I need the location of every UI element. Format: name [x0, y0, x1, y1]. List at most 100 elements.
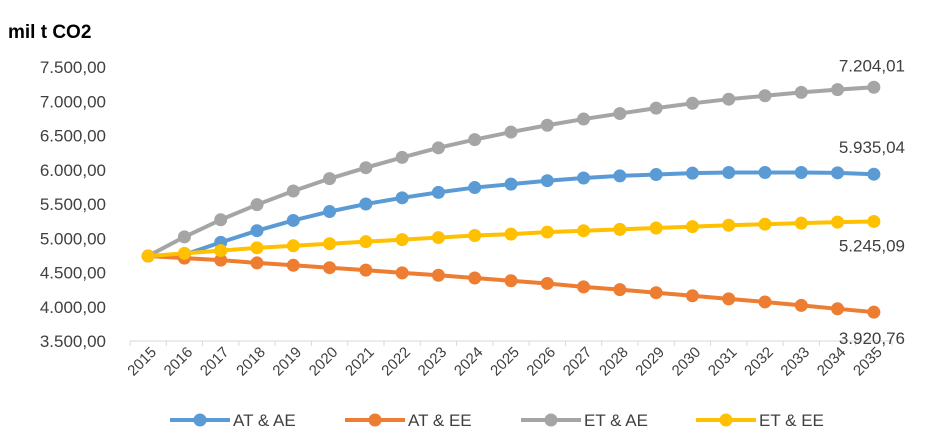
- data-point: [540, 225, 554, 239]
- x-tick-label: 2025: [487, 344, 523, 380]
- data-point: [540, 118, 554, 132]
- data-label: 7.204,01: [839, 56, 905, 75]
- x-tick-label: 2034: [814, 344, 850, 380]
- data-point: [359, 197, 373, 211]
- data-point: [831, 83, 845, 97]
- y-tick-label: 6.500,00: [40, 127, 106, 146]
- data-point: [867, 214, 881, 228]
- data-point: [250, 224, 264, 238]
- data-point: [250, 256, 264, 270]
- data-point: [577, 112, 591, 126]
- legend-label: ET & EE: [759, 411, 824, 430]
- data-point: [431, 185, 445, 199]
- data-point: [214, 244, 228, 258]
- data-point: [323, 172, 337, 186]
- x-tick-label: 2033: [777, 344, 813, 380]
- legend-marker: [544, 413, 558, 427]
- data-point: [758, 217, 772, 231]
- data-point: [794, 298, 808, 312]
- x-tick-label: 2022: [378, 344, 414, 380]
- y-axis-title: mil t CO2: [8, 22, 91, 43]
- data-point: [431, 231, 445, 245]
- data-point: [286, 239, 300, 253]
- x-tick-label: 2024: [451, 344, 487, 380]
- y-tick-label: 6.000,00: [40, 161, 106, 180]
- x-tick-label: 2035: [850, 344, 886, 380]
- data-point: [577, 224, 591, 238]
- y-tick-label: 7.000,00: [40, 92, 106, 111]
- x-tick-label: 2016: [161, 344, 197, 380]
- data-point: [504, 125, 518, 139]
- data-point: [177, 230, 191, 244]
- legend: AT & AE AT & EE ET & AE ET & EE: [170, 411, 824, 430]
- data-point: [722, 218, 736, 232]
- data-point: [685, 289, 699, 303]
- data-point: [685, 96, 699, 110]
- data-point: [758, 295, 772, 309]
- data-point: [794, 165, 808, 179]
- data-point: [468, 181, 482, 195]
- data-point: [794, 216, 808, 230]
- legend-label: ET & AE: [584, 411, 648, 430]
- data-point: [504, 177, 518, 191]
- data-point: [177, 246, 191, 260]
- data-label: 5.245,09: [839, 236, 905, 255]
- y-tick-label: 4.500,00: [40, 264, 106, 283]
- data-point: [504, 227, 518, 241]
- data-point: [831, 215, 845, 229]
- series-group: [141, 80, 881, 319]
- data-point: [831, 166, 845, 180]
- data-point: [141, 249, 155, 263]
- data-point: [286, 213, 300, 227]
- legend-label: AT & AE: [233, 411, 296, 430]
- data-point: [722, 292, 736, 306]
- y-tick-label: 4.000,00: [40, 298, 106, 317]
- data-point: [649, 168, 663, 182]
- data-point: [794, 85, 808, 99]
- data-point: [504, 274, 518, 288]
- data-point: [323, 261, 337, 275]
- data-point: [359, 161, 373, 175]
- x-tick-label: 2032: [741, 344, 777, 380]
- data-point: [685, 166, 699, 180]
- data-point: [468, 229, 482, 243]
- end-labels-group: 5.935,04 3.920,76 7.204,01 5.245,09: [839, 56, 905, 348]
- y-tick-label: 3.500,00: [40, 332, 106, 351]
- data-point: [613, 107, 627, 121]
- x-tick-label: 2018: [233, 344, 269, 380]
- x-tick-label: 2021: [342, 344, 378, 380]
- data-point: [323, 237, 337, 251]
- legend-marker: [193, 413, 207, 427]
- data-point: [685, 220, 699, 234]
- data-point: [359, 235, 373, 249]
- y-tick-label: 5.000,00: [40, 229, 106, 248]
- data-label: 3.920,76: [839, 329, 905, 348]
- x-tick-label: 2029: [632, 344, 668, 380]
- legend-marker: [368, 413, 382, 427]
- data-point: [323, 205, 337, 219]
- data-point: [540, 276, 554, 290]
- y-tick-label: 7.500,00: [40, 58, 106, 77]
- data-point: [431, 268, 445, 282]
- data-point: [613, 169, 627, 183]
- data-point: [613, 283, 627, 297]
- x-tick-label: 2017: [197, 344, 233, 380]
- data-point: [468, 133, 482, 147]
- data-point: [468, 271, 482, 285]
- data-point: [395, 266, 409, 280]
- data-point: [577, 171, 591, 185]
- data-point: [867, 80, 881, 94]
- x-tick-label: 2019: [269, 344, 305, 380]
- data-point: [540, 174, 554, 188]
- data-point: [395, 233, 409, 247]
- data-point: [431, 141, 445, 155]
- x-tick-label: 2015: [124, 344, 160, 380]
- data-point: [250, 241, 264, 255]
- data-point: [758, 165, 772, 179]
- data-point: [286, 184, 300, 198]
- data-point: [214, 253, 228, 267]
- data-point: [831, 302, 845, 316]
- data-point: [649, 221, 663, 235]
